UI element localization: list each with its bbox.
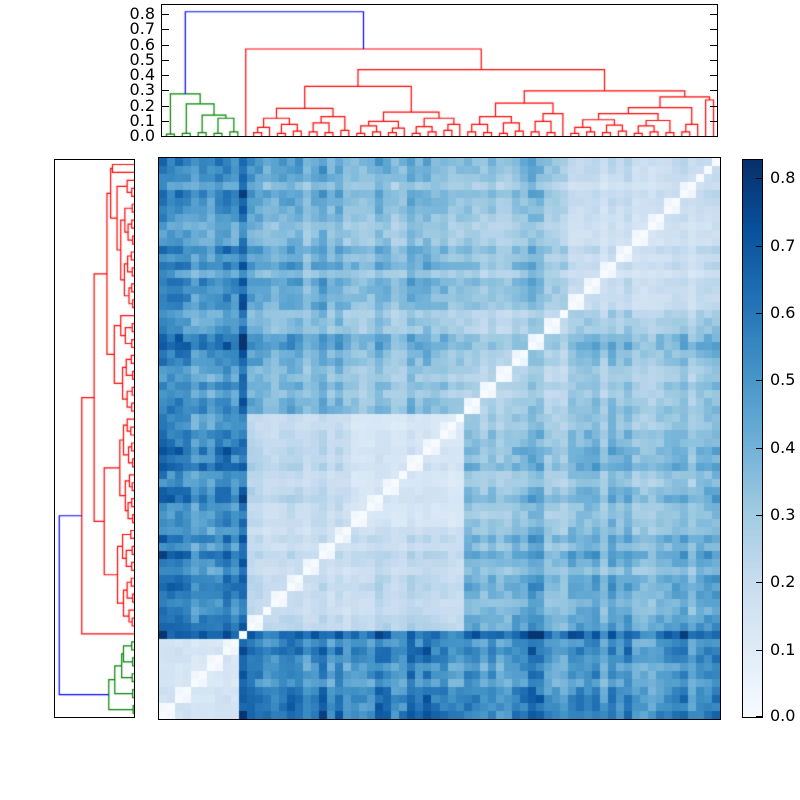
top-axis-tick-right bbox=[710, 121, 717, 122]
colorbar-tick bbox=[756, 716, 762, 717]
top-axis-tick bbox=[162, 121, 169, 122]
top-axis-tick-right bbox=[710, 29, 717, 30]
top-axis-tick-right bbox=[710, 75, 717, 76]
top-dendrogram-canvas bbox=[162, 5, 717, 136]
colorbar-tick bbox=[756, 650, 762, 651]
colorbar-tick-label: 0.7 bbox=[770, 236, 796, 255]
heatmap-panel bbox=[158, 157, 721, 720]
colorbar-tick-label: 0.4 bbox=[770, 438, 796, 457]
top-dendrogram-panel bbox=[161, 4, 718, 137]
top-axis-tick-label: 0.1 bbox=[129, 111, 155, 130]
top-axis-tick bbox=[162, 136, 169, 137]
colorbar-tick-label: 0.3 bbox=[770, 505, 796, 524]
colorbar-tick bbox=[756, 515, 762, 516]
colorbar-tick bbox=[756, 178, 762, 179]
colorbar-tick-label: 0.0 bbox=[770, 706, 796, 725]
top-axis-tick-label: 0.5 bbox=[129, 50, 155, 69]
top-axis-tick bbox=[162, 45, 169, 46]
colorbar-tick bbox=[756, 448, 762, 449]
top-axis-tick-label: 0.0 bbox=[129, 126, 155, 145]
top-axis-tick-right bbox=[710, 60, 717, 61]
top-axis-tick-label: 0.4 bbox=[129, 65, 155, 84]
top-axis-tick bbox=[162, 29, 169, 30]
colorbar-panel bbox=[742, 159, 763, 718]
top-axis-tick-label: 0.3 bbox=[129, 80, 155, 99]
colorbar-tick bbox=[756, 246, 762, 247]
top-axis-tick bbox=[162, 14, 169, 15]
top-axis-tick-right bbox=[710, 90, 717, 91]
colorbar-tick-label: 0.2 bbox=[770, 572, 796, 591]
top-axis-tick-label: 0.7 bbox=[129, 19, 155, 38]
top-axis-tick-right bbox=[710, 106, 717, 107]
top-axis-tick-label: 0.6 bbox=[129, 35, 155, 54]
top-axis-tick-right bbox=[710, 14, 717, 15]
colorbar-tick bbox=[756, 380, 762, 381]
colorbar-tick bbox=[756, 313, 762, 314]
top-axis-tick-right bbox=[710, 136, 717, 137]
top-axis-tick-label: 0.8 bbox=[129, 4, 155, 23]
left-dendrogram-canvas bbox=[55, 160, 134, 717]
colorbar-tick-label: 0.5 bbox=[770, 370, 796, 389]
colorbar-tick-label: 0.1 bbox=[770, 640, 796, 659]
colorbar-tick-label: 0.6 bbox=[770, 303, 796, 322]
distance-matrix-heatmap bbox=[159, 158, 720, 719]
top-axis-tick bbox=[162, 90, 169, 91]
colorbar-tick bbox=[756, 582, 762, 583]
left-dendrogram-panel bbox=[54, 159, 135, 718]
top-axis-tick-label: 0.2 bbox=[129, 96, 155, 115]
top-axis-tick bbox=[162, 75, 169, 76]
top-axis-tick-right bbox=[710, 45, 717, 46]
colorbar-tick-label: 0.8 bbox=[770, 168, 796, 187]
top-axis-tick bbox=[162, 106, 169, 107]
top-axis-tick bbox=[162, 60, 169, 61]
colorbar-gradient bbox=[743, 160, 762, 717]
